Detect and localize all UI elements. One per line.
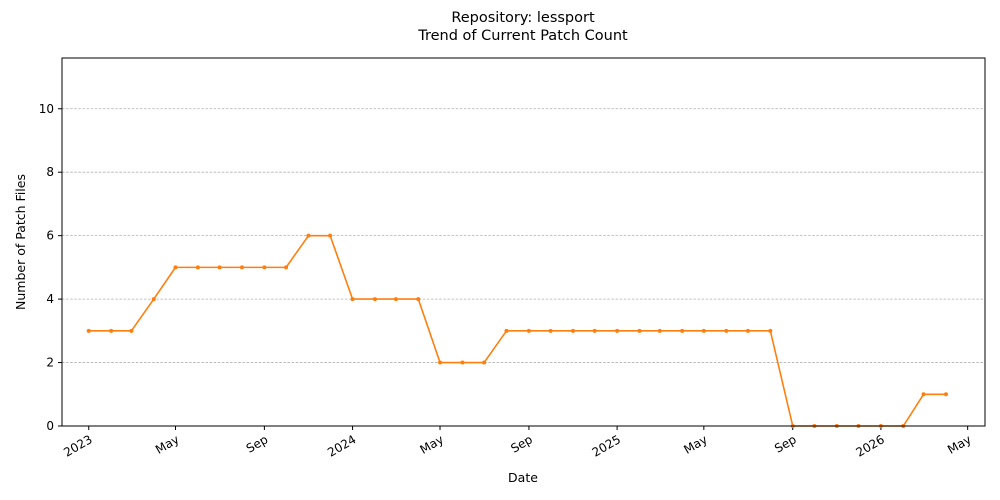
x-tick-label: 2026 [853,432,886,459]
data-point [482,360,487,365]
y-tick-label: 10 [39,102,54,116]
data-point [504,328,509,333]
data-point [328,233,333,238]
data-point [284,265,289,270]
data-point [109,328,114,333]
x-tick-label: 2023 [61,432,94,459]
data-point [129,328,134,333]
data-point [86,328,91,333]
data-point [680,328,685,333]
data-point [217,265,222,270]
y-axis-label: Number of Patch Files [13,174,28,310]
data-point [571,328,576,333]
data-point [460,360,465,365]
data-point [701,328,706,333]
x-tick-label: 2025 [590,432,623,459]
data-point [173,265,178,270]
y-tick-label: 6 [46,229,54,243]
x-axis-ticks: 2023 May Sep 2024 May Sep 2025 May Sep 2026 May [61,426,974,460]
chart-subtitle: Trend of Current Patch Count [417,28,628,44]
x-tick-label: 2024 [325,432,358,459]
data-point [615,328,620,333]
data-point [306,233,311,238]
series-layer [86,233,948,428]
x-tick-label: Sep [508,432,535,455]
x-tick-label: May [418,432,446,457]
data-point [592,328,597,333]
x-tick-label: May [153,432,181,457]
y-axis-ticks: 0 2 4 6 8 10 [39,102,62,433]
data-point [768,328,773,333]
data-point [372,297,377,302]
data-point [548,328,553,333]
data-point [151,297,156,302]
x-tick-label: Sep [244,432,271,455]
chart-title: Repository: lessport [451,10,595,26]
x-tick-label: Sep [772,432,799,455]
data-point [526,328,531,333]
data-point [239,265,244,270]
data-point [745,328,750,333]
data-point [350,297,355,302]
y-tick-label: 0 [46,419,54,433]
y-tick-label: 8 [46,165,54,179]
data-point [262,265,267,270]
x-tick-label: May [945,432,973,457]
data-point [724,328,729,333]
data-point [921,392,926,397]
data-point [657,328,662,333]
data-point [438,360,443,365]
plot-frame [61,57,986,427]
x-axis-label: Date [508,470,538,485]
data-point [195,265,200,270]
series-line [88,234,946,427]
y-tick-label: 2 [46,356,54,370]
data-point [393,297,398,302]
y-tick-label: 4 [46,292,54,306]
data-point [637,328,642,333]
gridlines [62,108,985,363]
x-tick-label: May [681,432,709,457]
data-point [943,392,948,397]
data-point [416,297,421,302]
